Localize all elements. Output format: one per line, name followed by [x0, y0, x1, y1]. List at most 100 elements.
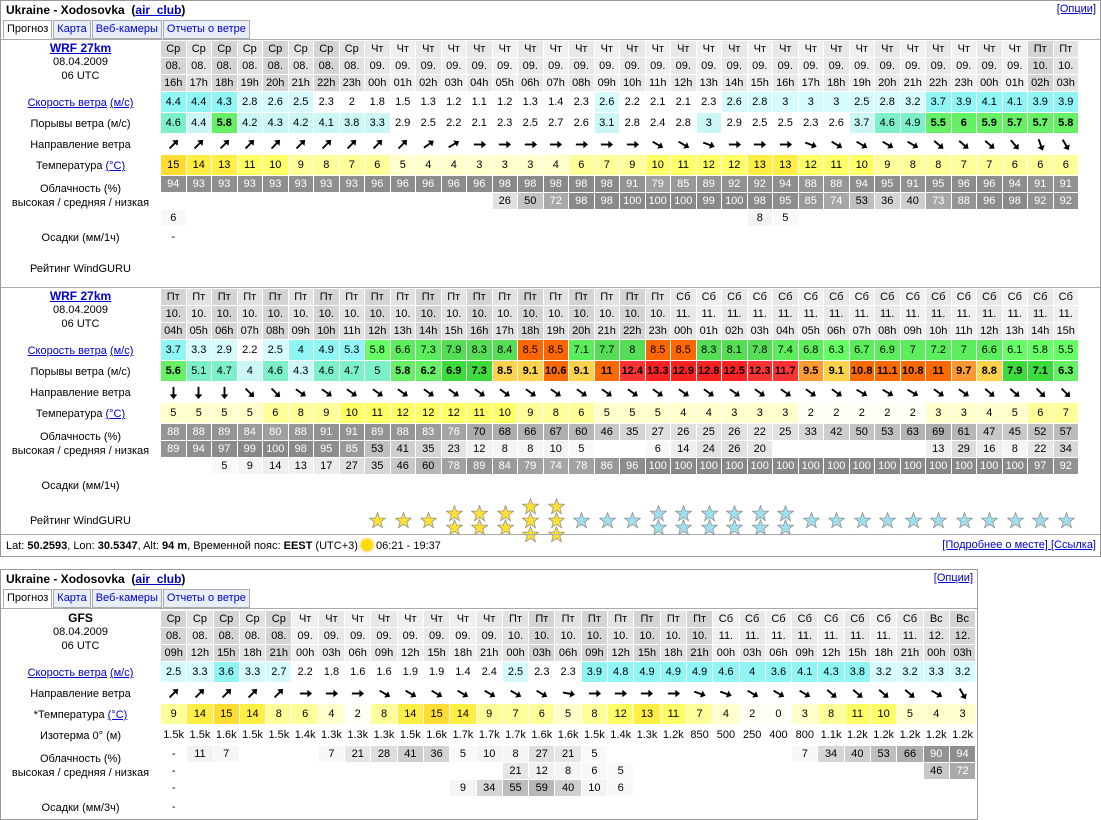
tab-forecast[interactable]: Прогноз [3, 20, 53, 39]
day-cell: Ср [161, 611, 187, 627]
tab-map[interactable]: Карта [53, 20, 91, 39]
cloud-label: Облачность (%) высокая / средняя / низкая [3, 752, 158, 788]
model-name[interactable]: GFS [68, 611, 93, 625]
date-cell: 10. [581, 628, 608, 644]
hour-cell: 06h [212, 323, 237, 339]
tab-forecast[interactable]: Прогноз [3, 589, 53, 608]
date-cell: 11. [1002, 306, 1027, 322]
cloud-cover-cell [212, 193, 237, 209]
model-name[interactable]: WRF 27km [49, 289, 112, 303]
precipitation-cell [212, 227, 237, 247]
isotherm-cell: 1.5k [584, 729, 605, 741]
date-cell: 08. [187, 628, 213, 644]
hour-cell: 10h [620, 75, 645, 91]
gust-cell: 4.6 [314, 361, 339, 381]
cloud-cover-cell [213, 763, 239, 779]
tab-webcams[interactable]: Веб-камеры [91, 589, 162, 608]
cloud-cover-cell: 7 [792, 746, 818, 762]
temperature-unit-link[interactable]: (°C) [105, 408, 126, 420]
precipitation-cell [289, 227, 314, 247]
model-name[interactable]: WRF 27km [49, 41, 112, 55]
forecast-panel-wrf: Ukraine - Xodosovka (air_club) [Опции] П… [0, 0, 1101, 557]
more-about-spot-link[interactable]: [Подробнее о месте] [942, 539, 1048, 551]
gust-cell: 5.5 [926, 113, 951, 133]
direction-label: Направление ветра [30, 387, 131, 399]
wind-speed-cell: 3.9 [581, 662, 608, 682]
gust-cell: 11 [594, 361, 619, 381]
run-utc: 06 UTC [61, 640, 100, 652]
hour-cell: 08h [875, 323, 900, 339]
date-cell: 09. [671, 58, 696, 74]
temperature-cell: 5 [237, 403, 262, 423]
wind-direction-arrow-icon [1028, 382, 1053, 402]
cloud-cover-cell: 24 [696, 441, 721, 457]
tab-wind-reports[interactable]: Отчеты о ветре [162, 589, 250, 608]
day-cell: Пт [581, 611, 608, 627]
wind-speed-cell: 3.3 [239, 662, 266, 682]
cloud-cover-cell: 36 [875, 193, 900, 209]
temperature-cell: 11 [824, 155, 849, 175]
precipitation-cell [569, 475, 594, 495]
cloud-cover-cell [263, 210, 288, 226]
footer-links: [Подробнее о месте] [Ссылка] [942, 539, 1096, 551]
club-link[interactable]: air_club [135, 572, 182, 586]
precipitation-cell [212, 475, 237, 495]
date-cell: 10. [502, 628, 529, 644]
temperature-cell: 2 [849, 403, 874, 423]
date-cell: 10. [365, 306, 390, 322]
gust-cell: 4.2 [237, 113, 262, 133]
precipitation-cell: - [171, 801, 176, 813]
tab-webcams[interactable]: Веб-камеры [91, 20, 162, 39]
cloud-cover-cell: 88 [951, 193, 976, 209]
permalink[interactable]: [Ссылка] [1050, 539, 1096, 551]
cloud-cover-cell: 14 [671, 441, 696, 457]
cloud-cover-cell: 41 [397, 746, 423, 762]
club-link[interactable]: air_club [135, 3, 182, 17]
day-cell: Пт [365, 289, 390, 305]
cloud-cover-cell [844, 763, 871, 779]
wind-speed-link[interactable]: Скорость ветра [27, 345, 107, 357]
precipitation-label: Осадки (мм/1ч) [41, 480, 120, 492]
wind-speed-cell: 3.7 [161, 340, 186, 360]
cloud-cover-cell: 61 [951, 424, 976, 440]
cloud-cover-cell [844, 780, 871, 796]
wind-unit-link[interactable]: (м/с) [109, 667, 134, 679]
cloud-cover-cell [594, 441, 619, 457]
wind-unit-link[interactable]: (м/с) [109, 97, 134, 109]
gust-cell: 5.7 [1028, 113, 1053, 133]
date-cell: 09. [390, 58, 415, 74]
isotherm-cell: 1.4k [610, 729, 632, 741]
cloud-cover-cell [900, 441, 925, 457]
options-link[interactable]: [Опции] [1056, 3, 1096, 15]
cloud-cover-cell: 8 [747, 210, 772, 226]
temperature-cell: 4 [977, 403, 1002, 423]
wind-direction-arrow-icon [766, 683, 791, 703]
cloud-cover-cell [713, 746, 739, 762]
hour-cell: 05h [186, 323, 211, 339]
wind-speed-link[interactable]: Скорость ветра [27, 97, 107, 109]
gust-cell: 12.4 [620, 361, 645, 381]
options-link[interactable]: [Опции] [933, 572, 973, 584]
temperature-unit-link[interactable]: (°C) [107, 709, 128, 721]
cloud-cover-cell: 35 [620, 424, 645, 440]
cloud-cover-cell: 98 [543, 176, 568, 192]
temperature-unit-link[interactable]: (°C) [105, 160, 126, 172]
cloud-cover-cell: 41 [390, 441, 415, 457]
wind-unit-link[interactable]: (м/с) [109, 345, 134, 357]
cloud-cover-cell [645, 210, 670, 226]
wind-speed-link[interactable]: Скорость ветра [27, 667, 107, 679]
wind-direction-arrow-icon [773, 382, 798, 402]
tab-wind-reports[interactable]: Отчеты о ветре [162, 20, 250, 39]
wind-speed-cell: 2.3 [569, 92, 594, 112]
tab-map[interactable]: Карта [53, 589, 91, 608]
day-cell: Пт [569, 289, 594, 305]
wind-speed-cell: 4.9 [314, 340, 339, 360]
gust-cell: 4.9 [900, 113, 925, 133]
cloud-cover-cell [686, 746, 713, 762]
hour-cell: 03h [739, 645, 765, 661]
date-cell: 10. [620, 306, 645, 322]
wind-speed-cell: 2.1 [645, 92, 670, 112]
cloud-cover-cell: 10 [581, 780, 608, 796]
precipitation-cell [319, 797, 344, 817]
cloud-cover-cell [266, 780, 292, 796]
